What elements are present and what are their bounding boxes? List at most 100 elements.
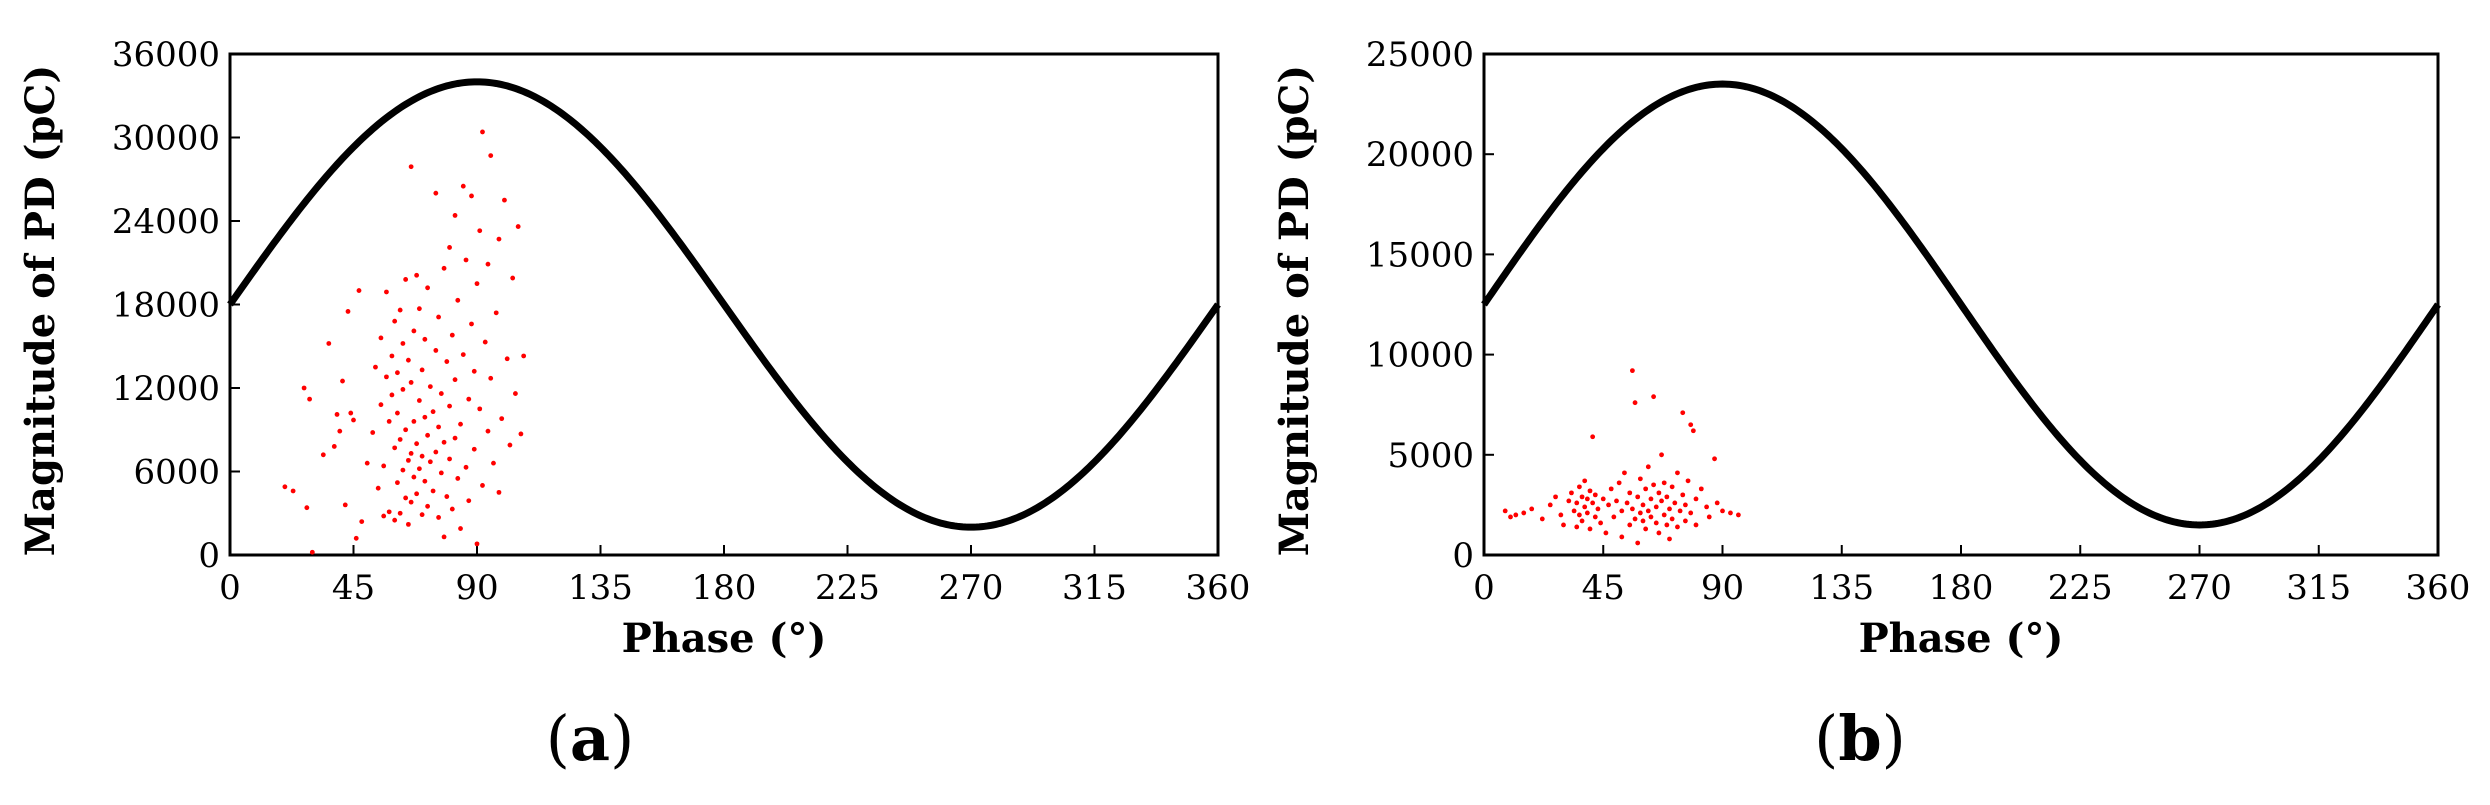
sine-voltage-line — [1481, 80, 2441, 529]
pd-point — [1614, 498, 1619, 504]
x-tick-label: 45 — [332, 568, 375, 608]
pd-point — [1680, 410, 1686, 416]
pd-point — [1669, 484, 1675, 490]
pd-point — [405, 457, 411, 463]
pd-point — [1539, 516, 1545, 522]
pd-point — [1569, 490, 1574, 496]
pd-point — [1736, 512, 1741, 518]
pd-point — [1587, 488, 1593, 494]
pd-point — [466, 498, 472, 504]
pd-point — [1571, 508, 1577, 514]
pd-point — [1553, 494, 1558, 500]
pd-point — [1659, 452, 1664, 458]
pd-point — [496, 236, 502, 242]
pd-point — [414, 441, 420, 447]
pd-point — [411, 474, 417, 480]
panel-label-letter: a — [570, 702, 610, 775]
pd-point — [351, 417, 356, 423]
x-tick-label: 225 — [815, 568, 880, 608]
pd-point — [449, 506, 455, 512]
pd-point — [1592, 492, 1598, 498]
pd-point — [1664, 522, 1670, 528]
pd-point — [438, 391, 444, 396]
pd-point — [433, 449, 439, 455]
pd-point — [510, 275, 516, 281]
x-axis-title: Phase (°) — [622, 615, 827, 662]
pd-point — [460, 183, 466, 189]
y-axis-title: Magnitude of PD (pC) — [17, 65, 64, 557]
pd-point — [326, 341, 332, 346]
pd-point — [499, 416, 505, 422]
pd-point — [304, 505, 310, 511]
pd-point — [1637, 510, 1643, 516]
pd-point — [353, 535, 359, 541]
pd-point — [433, 348, 439, 353]
pd-point — [436, 515, 441, 520]
pd-point — [463, 257, 469, 263]
pd-point — [1627, 490, 1633, 496]
panel-label-letter: b — [1838, 702, 1881, 775]
pd-point — [1688, 510, 1694, 516]
y-tick-label: 20000 — [1366, 135, 1474, 175]
pd-points — [1502, 368, 1741, 546]
pd-point — [1661, 512, 1667, 518]
pd-point — [493, 310, 499, 316]
x-tick-label: 315 — [1062, 568, 1127, 608]
y-tick-label: 10000 — [1366, 336, 1474, 376]
pd-point — [1675, 470, 1680, 476]
pd-point — [1582, 504, 1588, 510]
pd-point — [441, 265, 447, 271]
pd-point — [518, 431, 524, 437]
pd-point — [471, 446, 477, 452]
pd-point — [1648, 514, 1654, 520]
pd-point — [1632, 400, 1638, 406]
x-tick-label: 225 — [2048, 568, 2113, 608]
pd-point — [1600, 496, 1606, 502]
pd-point — [414, 491, 420, 497]
pd-point — [1661, 480, 1667, 486]
x-axis-title: Phase (°) — [1859, 615, 2064, 662]
pd-point — [452, 213, 458, 218]
pd-point — [1584, 510, 1590, 516]
pd-point — [1513, 512, 1519, 518]
pd-point — [395, 480, 400, 486]
pd-point — [447, 456, 452, 462]
pd-point — [408, 451, 414, 456]
pd-point — [1590, 434, 1596, 440]
pd-point — [455, 476, 461, 481]
pd-point — [1683, 518, 1688, 524]
pd-point — [1622, 470, 1627, 476]
pd-point — [403, 495, 409, 501]
pd-point — [1574, 500, 1580, 506]
pd-point — [513, 391, 518, 396]
y-tick-label: 25000 — [1366, 35, 1474, 75]
pd-point — [1630, 506, 1635, 512]
pd-point — [320, 452, 326, 458]
pd-point — [488, 375, 494, 381]
pd-point — [1632, 516, 1638, 522]
pd-point — [422, 478, 428, 484]
pd-point — [1577, 512, 1582, 518]
y-axis-title: Magnitude of PD (pC) — [1271, 65, 1318, 557]
pd-point — [403, 277, 409, 282]
x-tick-label: 180 — [692, 568, 757, 608]
pd-point — [1680, 492, 1686, 498]
pd-point — [1635, 494, 1641, 500]
pd-point — [436, 314, 441, 320]
pd-point — [507, 442, 513, 448]
x-tick-label: 135 — [1809, 568, 1874, 608]
pd-point — [496, 489, 502, 495]
pd-point — [1688, 422, 1694, 428]
pd-point — [452, 377, 458, 383]
pd-point — [430, 409, 436, 415]
pd-point — [307, 396, 312, 402]
pd-point — [392, 318, 398, 324]
pd-point — [408, 499, 414, 505]
pd-point — [395, 370, 400, 376]
pd-point — [1619, 508, 1625, 514]
pd-point — [444, 359, 450, 364]
pd-point — [419, 453, 425, 459]
pd-point — [1672, 500, 1678, 506]
pd-point — [1606, 502, 1611, 508]
